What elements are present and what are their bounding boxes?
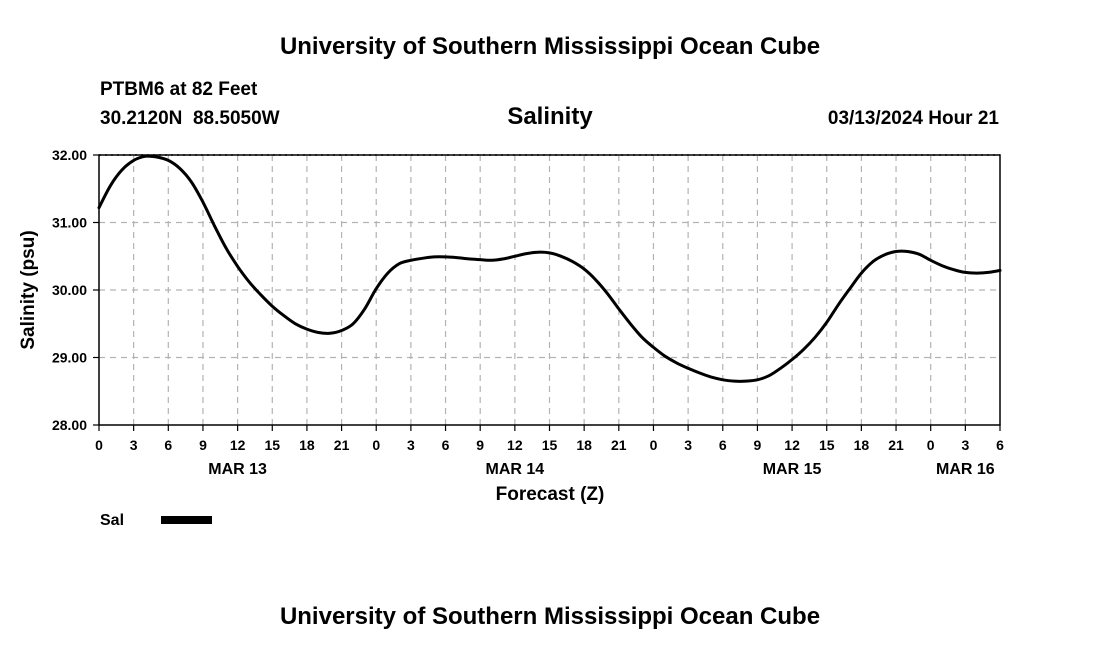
- x-tick-label: 21: [334, 437, 350, 453]
- x-tick-label: 9: [754, 437, 762, 453]
- x-tick-label: 0: [372, 437, 380, 453]
- coordinates-label: 30.2120N 88.5050W: [100, 108, 280, 129]
- x-tick-label: 6: [164, 437, 172, 453]
- y-tick-label: 28.00: [52, 417, 87, 433]
- x-tick-label: 12: [784, 437, 800, 453]
- x-axis-label: Forecast (Z): [496, 484, 605, 505]
- y-tick-label: 32.00: [52, 147, 87, 163]
- chart-title: Salinity: [507, 103, 593, 130]
- x-tick-label: 18: [576, 437, 592, 453]
- day-label: MAR 13: [208, 461, 267, 478]
- series-lines: [97, 154, 1002, 383]
- x-tick-label: 15: [819, 437, 835, 453]
- x-tick-label: 6: [719, 437, 727, 453]
- x-tick-label: 9: [476, 437, 484, 453]
- day-label: MAR 15: [763, 461, 822, 478]
- y-tick-label: 30.00: [52, 282, 87, 298]
- x-tick-label: 3: [684, 437, 692, 453]
- x-axis: 0 3 6 9 12 15 18 21 0 3 6 9 12 15 18 21 0 3 6 9 12 15 18 21 0 3 6: [95, 425, 1004, 453]
- x-tick-label: 6: [442, 437, 450, 453]
- station-label: PTBM6 at 82 Feet: [100, 79, 258, 100]
- x-tick-label: 15: [542, 437, 558, 453]
- x-tick-label: 0: [95, 437, 103, 453]
- x-tick-label: 3: [130, 437, 138, 453]
- header-title: University of Southern Mississippi Ocean…: [280, 33, 820, 60]
- x-tick-label: 0: [650, 437, 658, 453]
- x-tick-label: 6: [996, 437, 1004, 453]
- datetime-label: 03/13/2024 Hour 21: [828, 108, 1000, 129]
- x-tick-label: 15: [264, 437, 280, 453]
- x-tick-label: 21: [611, 437, 627, 453]
- x-tick-label: 18: [299, 437, 315, 453]
- footer-title: University of Southern Mississippi Ocean…: [280, 603, 820, 630]
- day-label: MAR 16: [936, 461, 995, 478]
- day-labels: MAR 13 MAR 14 MAR 15 MAR 16: [208, 461, 995, 478]
- x-tick-label: 9: [199, 437, 207, 453]
- x-tick-label: 12: [230, 437, 246, 453]
- y-axis: 28.00 29.00 30.00 31.00 32.00: [52, 147, 99, 433]
- x-tick-label: 0: [927, 437, 935, 453]
- series-line-sal: [97, 154, 1002, 383]
- y-axis-label: Salinity (psu): [18, 230, 39, 349]
- grid-lines: [99, 154, 1000, 425]
- legend-swatch-sal: [161, 516, 212, 524]
- day-label: MAR 14: [486, 461, 545, 478]
- x-tick-label: 21: [888, 437, 904, 453]
- x-tick-label: 3: [961, 437, 969, 453]
- x-tick-label: 3: [407, 437, 415, 453]
- x-tick-label: 12: [507, 437, 523, 453]
- x-tick-label: 18: [854, 437, 870, 453]
- legend-label-sal: Sal: [100, 512, 124, 529]
- y-tick-label: 31.00: [52, 215, 87, 231]
- y-tick-label: 29.00: [52, 350, 87, 366]
